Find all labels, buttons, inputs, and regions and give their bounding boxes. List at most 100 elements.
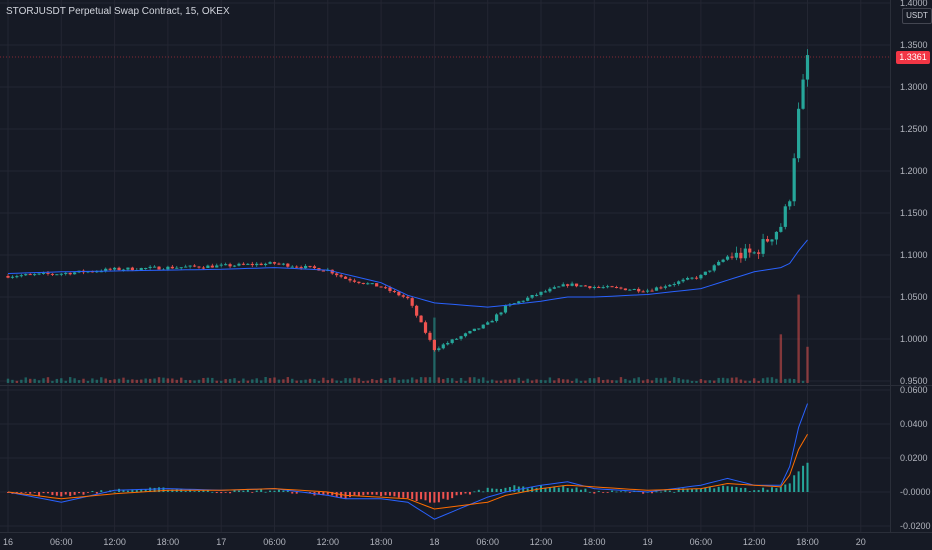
macd-histogram-bar bbox=[677, 488, 680, 492]
candle-body bbox=[597, 287, 601, 289]
volume-bar bbox=[317, 380, 321, 383]
macd-histogram-bar bbox=[464, 492, 467, 494]
volume-bar bbox=[673, 377, 676, 383]
candle-body bbox=[783, 206, 787, 227]
macd-tick-label: -0.0000 bbox=[900, 487, 931, 497]
macd-histogram-bar bbox=[486, 487, 489, 492]
candle-body bbox=[272, 262, 277, 264]
signal-line bbox=[7, 433, 808, 510]
volume-bar bbox=[91, 378, 94, 383]
volume-bar bbox=[277, 379, 281, 383]
candle-body bbox=[410, 298, 414, 306]
candle-body bbox=[557, 286, 561, 288]
macd-histogram-bar bbox=[349, 492, 352, 498]
volume-bar bbox=[668, 380, 672, 383]
volume-bar bbox=[135, 379, 139, 383]
macd-axis[interactable]: 0.0600 0.0400 0.0200 -0.0000 -0.0200 bbox=[900, 385, 931, 531]
volume-bar bbox=[268, 378, 272, 383]
candle-body bbox=[308, 265, 312, 267]
macd-histogram-bar bbox=[251, 492, 254, 493]
macd-histogram-bar bbox=[286, 490, 289, 492]
volume-bar bbox=[459, 377, 463, 383]
macd-histogram-bar bbox=[15, 492, 18, 493]
macd-histogram-bar bbox=[384, 492, 387, 496]
candle-body bbox=[663, 286, 667, 288]
candle-body bbox=[415, 305, 419, 316]
volume-bar bbox=[806, 346, 809, 383]
volume-bar bbox=[42, 378, 45, 383]
candle-body bbox=[774, 231, 779, 240]
candle-body bbox=[614, 287, 619, 289]
candle-body bbox=[277, 263, 281, 265]
volume-bar bbox=[641, 380, 645, 383]
time-tick-label: 18:00 bbox=[370, 537, 393, 547]
candle-body bbox=[539, 291, 543, 295]
macd-histogram-bar bbox=[722, 485, 725, 492]
candle-body bbox=[805, 55, 810, 80]
macd-histogram-bar bbox=[730, 486, 733, 492]
macd-histogram-bar bbox=[695, 488, 698, 492]
candle-body bbox=[246, 263, 250, 265]
macd-histogram-bar bbox=[277, 489, 280, 492]
macd-histogram-bar bbox=[322, 492, 325, 496]
macd-histogram-bar bbox=[357, 492, 360, 496]
candle-body bbox=[725, 256, 730, 260]
grid-lines bbox=[0, 0, 890, 532]
candle-body bbox=[303, 265, 308, 269]
volume-bar bbox=[610, 380, 614, 383]
macd-histogram-bar bbox=[393, 492, 396, 497]
candle-body bbox=[534, 294, 539, 296]
macd-histogram-bar bbox=[468, 492, 471, 495]
candle-body bbox=[481, 324, 485, 329]
volume-bar bbox=[344, 378, 347, 383]
candle-body bbox=[548, 288, 552, 292]
candle-body bbox=[432, 339, 436, 351]
candle-body bbox=[6, 276, 10, 278]
candle-body bbox=[743, 248, 747, 259]
macd-histogram-bar bbox=[420, 492, 423, 500]
candle-body bbox=[801, 79, 805, 109]
candle-body bbox=[255, 263, 259, 266]
time-tick-label: 18:00 bbox=[796, 537, 819, 547]
macd-histogram-bar bbox=[606, 492, 609, 493]
candle-body bbox=[592, 287, 596, 289]
macd-histogram-bar bbox=[73, 492, 76, 495]
candle-body bbox=[370, 283, 374, 285]
time-tick-label: 12:00 bbox=[743, 537, 766, 547]
macd-histogram-bar bbox=[659, 491, 662, 493]
time-axis[interactable]: 16 06:00 12:00 18:00 17 06:00 12:00 18:00 18 06:0… bbox=[3, 537, 866, 547]
candle-body bbox=[90, 271, 94, 273]
candle-body bbox=[104, 268, 108, 272]
candle-body bbox=[570, 283, 574, 286]
candle-body bbox=[668, 284, 672, 287]
macd-histogram-bar bbox=[282, 490, 285, 492]
volume-bar bbox=[148, 378, 152, 383]
macd-histogram-bar bbox=[202, 490, 205, 492]
time-tick-label: 06:00 bbox=[50, 537, 73, 547]
macd-histogram-bar bbox=[260, 489, 263, 492]
volume-bar bbox=[446, 377, 449, 383]
volume-bar bbox=[197, 379, 201, 383]
volume-bar bbox=[242, 378, 245, 383]
volume-bar bbox=[468, 377, 472, 383]
currency-unit-label[interactable]: USDT bbox=[902, 8, 932, 24]
candle-body bbox=[428, 332, 432, 340]
volume-bar bbox=[29, 378, 32, 383]
macd-histogram-bar bbox=[224, 492, 227, 493]
volume-bar bbox=[477, 378, 481, 383]
volume-bar bbox=[419, 377, 423, 383]
volume-bar bbox=[202, 377, 205, 383]
macd-histogram-bar bbox=[588, 491, 591, 493]
volume-bar bbox=[788, 378, 791, 383]
volume-bar bbox=[264, 377, 267, 383]
volume-bar bbox=[508, 379, 512, 383]
candle-body bbox=[148, 266, 152, 268]
candle-body bbox=[601, 287, 605, 289]
candle-body bbox=[170, 266, 174, 269]
candle-body bbox=[637, 288, 641, 292]
price-axis[interactable]: 1.4000 1.3500 1.3000 1.2500 1.2000 1.1500 1.10… bbox=[900, 0, 928, 386]
candle-body bbox=[361, 282, 365, 284]
volume-bar bbox=[779, 334, 783, 383]
macd-histogram-bar bbox=[642, 492, 645, 494]
